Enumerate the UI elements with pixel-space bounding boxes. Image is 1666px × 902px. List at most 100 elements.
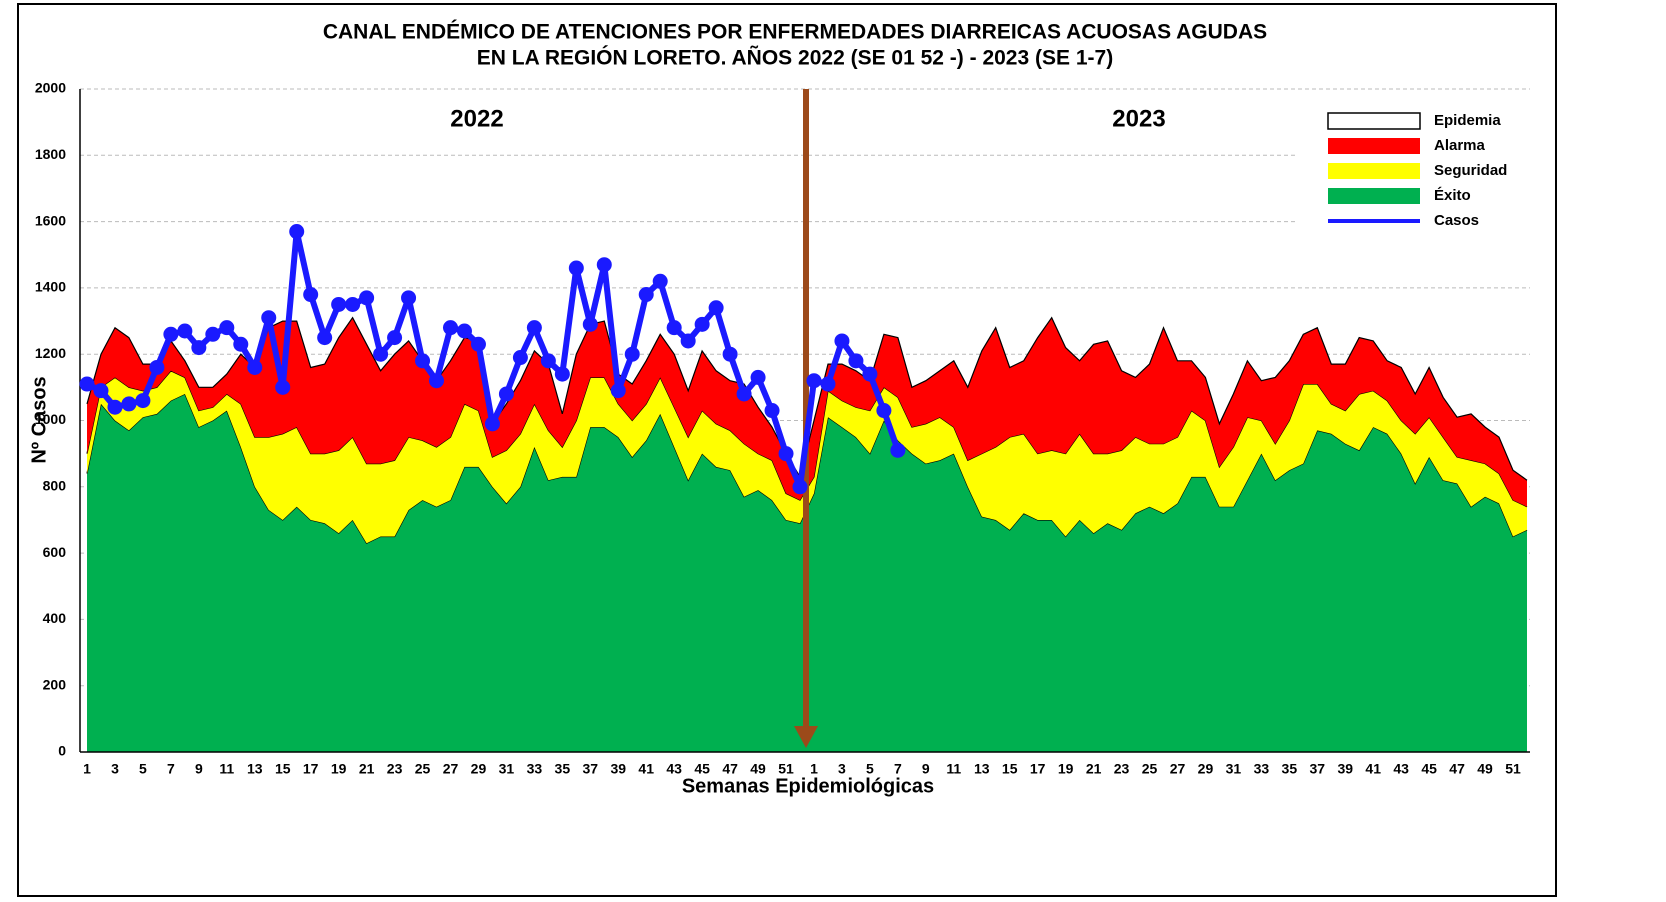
cases-point — [512, 350, 528, 366]
cases-point — [526, 320, 542, 336]
cases-point — [652, 273, 668, 289]
cases-point — [401, 290, 417, 306]
x-tick-label: 31 — [499, 761, 515, 777]
legend-swatch — [1328, 138, 1420, 154]
cases-point — [582, 316, 598, 332]
x-tick-label: 33 — [527, 761, 543, 777]
x-tick-label: 9 — [922, 761, 930, 777]
cases-point — [778, 446, 794, 462]
x-tick-label: 5 — [139, 761, 147, 777]
cases-point — [317, 330, 333, 346]
cases-point — [442, 320, 458, 336]
x-tick-label: 7 — [894, 761, 902, 777]
cases-point — [93, 383, 109, 399]
x-tick-label: 41 — [638, 761, 654, 777]
x-tick-label: 13 — [247, 761, 263, 777]
cases-point — [736, 386, 752, 402]
cases-point — [261, 310, 277, 326]
x-tick-label: 15 — [275, 761, 291, 777]
x-tick-label: 37 — [1310, 761, 1326, 777]
x-tick-label: 29 — [1198, 761, 1214, 777]
cases-point — [708, 300, 724, 316]
cases-point — [275, 379, 291, 395]
chart-title: EN LA REGIÓN LORETO. AÑOS 2022 (SE 01 52… — [477, 46, 1113, 70]
y-tick-label: 2000 — [35, 80, 66, 96]
legend-label: Seguridad — [1434, 162, 1507, 179]
cases-point — [484, 416, 500, 432]
x-tick-label: 47 — [722, 761, 738, 777]
x-tick-label: 37 — [583, 761, 599, 777]
y-tick-label: 1200 — [35, 345, 66, 361]
cases-point — [429, 373, 445, 389]
x-tick-label: 17 — [1030, 761, 1046, 777]
cases-point — [149, 359, 165, 375]
cases-point — [750, 369, 766, 385]
legend-swatch — [1327, 112, 1421, 130]
cases-point — [121, 396, 137, 412]
cases-point — [834, 333, 850, 349]
y-axis-title: Nº Casos — [28, 376, 50, 463]
cases-point — [79, 376, 95, 392]
legend-label: Éxito — [1434, 187, 1471, 204]
cases-point — [666, 320, 682, 336]
x-tick-label: 25 — [1142, 761, 1158, 777]
cases-point — [289, 224, 305, 240]
legend-label: Casos — [1434, 212, 1479, 229]
divider-arrowhead — [794, 726, 818, 748]
cases-point — [359, 290, 375, 306]
cases-point — [694, 316, 710, 332]
x-tick-label: 1 — [83, 761, 91, 777]
x-tick-label: 19 — [1058, 761, 1074, 777]
cases-point — [456, 323, 472, 339]
cases-point — [820, 376, 836, 392]
x-tick-label: 31 — [1226, 761, 1242, 777]
x-tick-label: 43 — [1393, 761, 1409, 777]
legend-swatch — [1328, 163, 1420, 179]
cases-point — [862, 366, 878, 382]
y-tick-label: 600 — [43, 544, 67, 560]
cases-point — [624, 346, 640, 362]
x-tick-label: 3 — [838, 761, 846, 777]
x-tick-label: 49 — [1477, 761, 1493, 777]
cases-point — [107, 399, 123, 415]
x-tick-label: 45 — [1421, 761, 1437, 777]
x-tick-label: 13 — [974, 761, 990, 777]
y-tick-label: 800 — [43, 478, 67, 494]
x-tick-label: 9 — [195, 761, 203, 777]
cases-point — [219, 320, 235, 336]
x-tick-label: 23 — [387, 761, 403, 777]
x-axis-title: Semanas Epidemiológicas — [682, 775, 934, 797]
x-tick-label: 15 — [1002, 761, 1018, 777]
cases-point — [135, 393, 151, 409]
x-tick-label: 35 — [555, 761, 571, 777]
x-tick-label: 43 — [666, 761, 682, 777]
x-tick-label: 21 — [1086, 761, 1102, 777]
cases-point — [247, 359, 263, 375]
cases-point — [792, 479, 808, 495]
legend: Epidemia Alarma Seguridad Éxito Casos — [1327, 112, 1507, 229]
cases-point — [415, 353, 431, 369]
x-tick-label: 49 — [750, 761, 766, 777]
x-tick-label: 25 — [415, 761, 431, 777]
cases-point — [554, 366, 570, 382]
x-tick-label: 11 — [219, 761, 234, 777]
cases-point — [764, 403, 780, 419]
x-tick-label: 33 — [1254, 761, 1270, 777]
y-tick-label: 1400 — [35, 279, 66, 295]
y-tick-label: 1600 — [35, 212, 66, 228]
x-tick-label: 27 — [443, 761, 459, 777]
x-tick-label: 11 — [946, 761, 961, 777]
x-tick-label: 47 — [1449, 761, 1465, 777]
cases-point — [163, 326, 179, 342]
cases-point — [806, 373, 822, 389]
x-tick-label: 21 — [359, 761, 375, 777]
y-tick-label: 1000 — [35, 411, 66, 427]
x-tick-label: 1 — [810, 761, 818, 777]
legend-swatch — [1328, 188, 1420, 204]
cases-point — [680, 333, 696, 349]
cases-point — [233, 336, 249, 352]
cases-point — [331, 296, 347, 312]
cases-point — [205, 326, 221, 342]
cases-point — [540, 353, 556, 369]
cases-point — [848, 353, 864, 369]
